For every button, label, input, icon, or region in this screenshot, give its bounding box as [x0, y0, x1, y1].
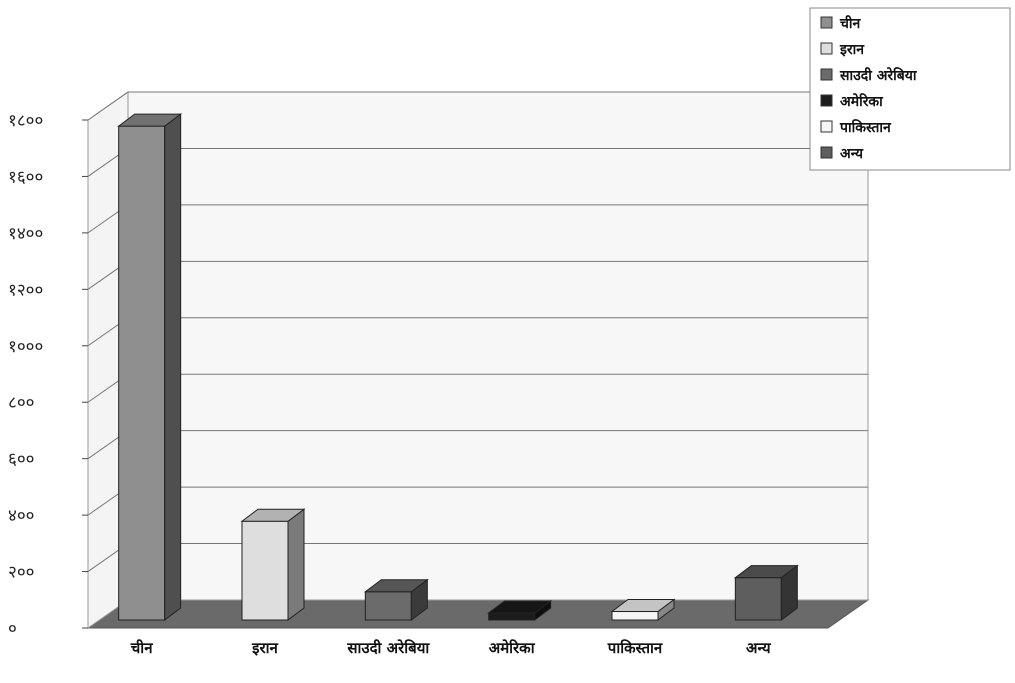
x-category-label: अन्य	[746, 639, 772, 657]
bar-front	[488, 612, 536, 621]
bar-side	[287, 508, 305, 621]
bar-4	[487, 599, 553, 621]
x-axis-categories: चीन इरान साउदी अरेबिया अमेरिका पाकिस्तान अन्य	[130, 639, 772, 657]
legend-swatch	[820, 16, 833, 29]
bar-front	[734, 577, 782, 621]
bar-5	[610, 598, 676, 621]
legend: चीन इरान साउदी अरेबिया अमेरिका पाकिस्तान अन्य	[809, 7, 1011, 171]
y-tick-label: १८००	[8, 111, 43, 131]
bar-top	[117, 113, 183, 127]
bar-front	[364, 591, 412, 621]
legend-swatch	[820, 42, 833, 55]
x-category-label: अमेरिका	[489, 639, 536, 657]
y-tick-label: ४००	[8, 506, 35, 526]
bars	[117, 113, 799, 621]
bar-top	[610, 599, 676, 613]
y-tick-label: २००	[8, 563, 35, 583]
y-tick-label: १०००	[8, 337, 43, 357]
bar-top	[733, 565, 799, 579]
bar-top	[363, 579, 429, 593]
legend-label: साउदी अरेबिया	[839, 67, 918, 84]
legend-label: चीन	[839, 15, 862, 32]
bar-top	[240, 508, 306, 522]
bar-2	[240, 508, 306, 621]
x-category-label: साउदी अरेबिया	[346, 639, 430, 657]
y-tick-label: ०	[8, 619, 17, 639]
bar-6	[733, 564, 799, 621]
legend-label: इरान	[839, 42, 865, 58]
y-axis-ticks: ० २०० ४०० ६०० ८०० १००० १२०० १४०० १६०० १८००	[8, 111, 43, 639]
y-tick-label: ६००	[8, 450, 35, 470]
bar-side	[164, 113, 182, 621]
legend-label: अमेरिका	[840, 93, 884, 110]
gridline-side	[87, 91, 129, 121]
bar-3	[363, 578, 429, 621]
y-tick-label: १२००	[8, 280, 43, 300]
legend-swatch	[820, 68, 833, 81]
bar-front	[118, 125, 166, 621]
legend-swatch	[820, 120, 833, 133]
y-tick-label: १६००	[8, 167, 43, 187]
chart-walls	[86, 91, 870, 629]
y-tick-label: ८००	[8, 393, 35, 413]
legend-box	[809, 7, 1011, 171]
legend-swatch	[820, 146, 833, 159]
x-category-label: इरान	[251, 639, 278, 657]
legend-label: अन्य	[840, 146, 864, 162]
x-category-label: चीन	[130, 639, 153, 657]
bar-top	[487, 600, 553, 614]
legend-label: पाकिस्तान	[839, 119, 892, 136]
x-category-label: पाकिस्तान	[607, 639, 663, 657]
chart-back-wall	[127, 91, 869, 601]
bar-1	[117, 113, 183, 621]
y-tick-label: १४००	[8, 224, 43, 244]
bar-front	[611, 611, 659, 621]
legend-swatch	[820, 94, 833, 107]
bar-front	[241, 520, 289, 621]
